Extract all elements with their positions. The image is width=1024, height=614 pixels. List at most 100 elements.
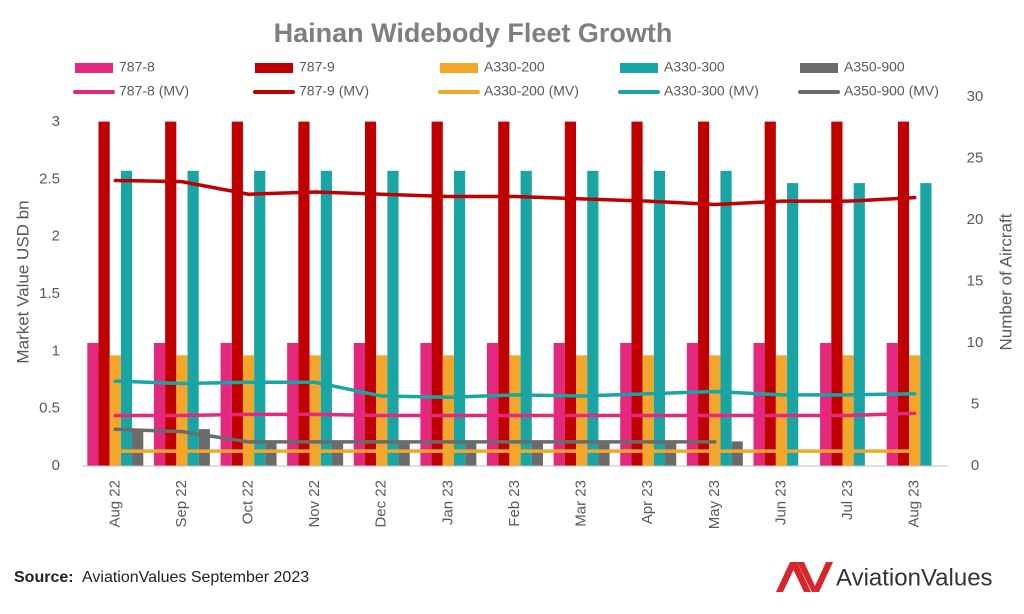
logo-shape	[776, 562, 811, 592]
legend-swatch	[800, 63, 838, 73]
bar	[753, 343, 765, 466]
legend-label: A330-200	[484, 59, 545, 75]
bar	[198, 429, 210, 466]
logo-mark	[776, 562, 833, 592]
y2-tick-label: 30	[967, 88, 984, 105]
bar	[831, 121, 843, 466]
bar	[709, 355, 721, 466]
x-tick-label: Apr 23	[639, 480, 656, 524]
bar	[87, 343, 99, 466]
legend-label: A330-300	[664, 59, 725, 75]
bar	[653, 170, 666, 467]
x-tick-label: Jan 23	[439, 480, 456, 525]
bar	[298, 121, 310, 466]
x-tick-label: Feb 23	[506, 480, 523, 527]
line	[113, 411, 917, 418]
bar	[376, 355, 388, 466]
bar	[909, 355, 921, 466]
legend-swatch	[255, 63, 293, 73]
bar	[120, 170, 133, 467]
bar	[720, 170, 732, 467]
bar	[287, 343, 299, 466]
bar	[686, 343, 699, 466]
legend-label: A350-900	[844, 59, 905, 75]
line	[113, 178, 917, 207]
x-tick-label: Aug 22	[106, 480, 123, 528]
y-tick-label: 0	[52, 457, 60, 474]
y2-tick-label: 5	[971, 395, 979, 412]
chart-title: Hainan Widebody Fleet Growth	[274, 18, 673, 48]
bar	[853, 183, 865, 466]
line	[113, 427, 717, 444]
bar	[431, 121, 443, 466]
bar	[109, 355, 121, 466]
logo-text: AviationValues	[836, 564, 993, 591]
bar	[353, 343, 365, 466]
bar	[665, 441, 677, 466]
bar	[920, 183, 932, 466]
bar	[842, 355, 854, 466]
legend-label: 787-8	[119, 59, 155, 75]
x-tick-label: Dec 22	[373, 480, 390, 528]
bar	[553, 343, 565, 466]
bar	[442, 355, 454, 466]
x-tick-label: Aug 23	[906, 480, 923, 528]
bar	[820, 343, 832, 466]
bar	[587, 170, 599, 467]
legend-label: 787-8 (MV)	[119, 83, 189, 99]
bar	[153, 343, 166, 466]
bar	[165, 121, 177, 466]
bar	[775, 355, 788, 466]
legend-swatch	[440, 63, 478, 73]
y2-axis-title: Number of Aircraft	[996, 213, 1015, 350]
logo-shape	[797, 562, 833, 592]
x-tick-label: Mar 23	[573, 480, 590, 527]
bar	[620, 343, 632, 466]
bar	[531, 441, 543, 466]
y-tick-label: 1.5	[39, 285, 60, 302]
bar	[886, 343, 898, 466]
bar	[98, 121, 110, 466]
y2-tick-label: 15	[967, 272, 984, 289]
bar	[265, 441, 277, 466]
bar	[254, 170, 266, 467]
bar	[420, 343, 432, 466]
legend-swatch	[75, 63, 113, 73]
x-tick-label: Sep 22	[173, 480, 190, 528]
bar	[465, 441, 477, 466]
bar	[309, 355, 321, 466]
x-tick-label: Jul 23	[839, 480, 856, 520]
bar	[787, 183, 799, 466]
y-tick-label: 1	[52, 342, 60, 359]
x-tick-label: Jun 23	[772, 480, 789, 525]
x-tick-label: Nov 22	[306, 480, 323, 528]
y-tick-label: 2.5	[39, 170, 60, 187]
legend-label: A330-300 (MV)	[664, 83, 759, 99]
y-tick-label: 0.5	[39, 400, 60, 417]
bar	[520, 170, 532, 467]
bar	[132, 429, 144, 466]
bar	[764, 121, 776, 466]
bar	[897, 121, 910, 466]
bar	[242, 355, 255, 466]
y-tick-label: 2	[52, 228, 60, 245]
bar	[564, 121, 577, 466]
bar	[698, 121, 710, 466]
y2-tick-label: 20	[967, 211, 984, 228]
x-tick-label: Oct 22	[240, 480, 257, 524]
bar	[576, 355, 588, 466]
source-label: Source:	[14, 569, 74, 586]
legend-label: 787-9	[299, 59, 335, 75]
bar	[231, 121, 243, 466]
y2-tick-label: 0	[971, 457, 979, 474]
bar	[509, 355, 521, 466]
bar	[387, 170, 399, 467]
y-axis-title: Market Value USD bn	[13, 200, 32, 363]
bar	[398, 441, 410, 466]
bar	[320, 170, 332, 467]
legend-swatch	[620, 63, 658, 73]
bar	[487, 343, 499, 466]
bar	[631, 121, 643, 466]
source-text: AviationValues September 2023	[82, 569, 309, 586]
